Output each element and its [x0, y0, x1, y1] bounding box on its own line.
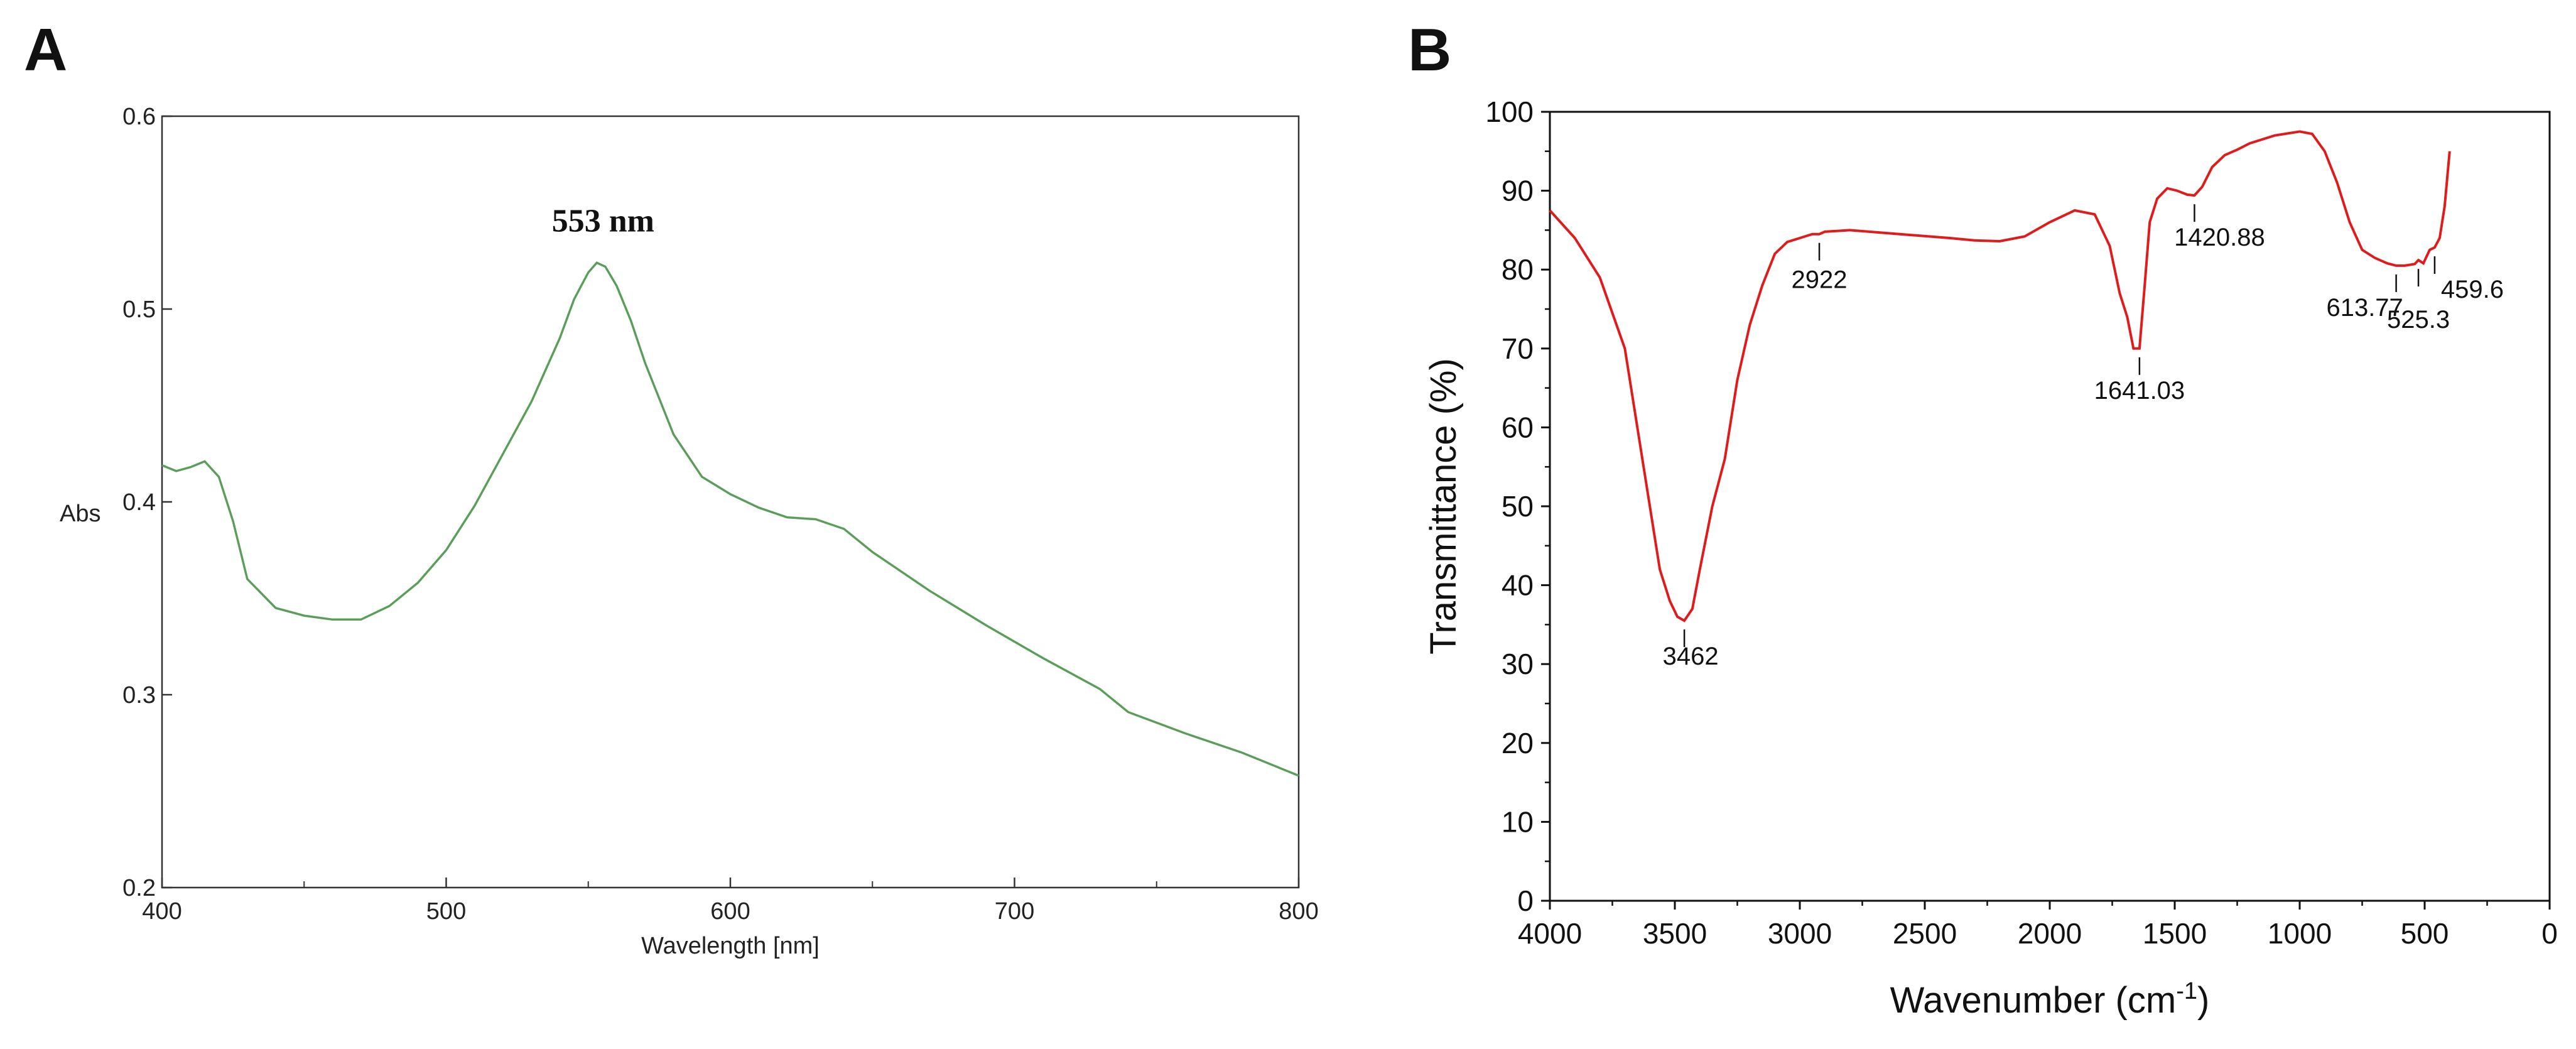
y-tick-label-b: 90: [1502, 175, 1534, 207]
x-axis-title-b: Wavenumber (cm-1): [1890, 978, 2210, 1021]
plot-frame-b: [1549, 111, 2551, 902]
peak-label-b: 2922: [1792, 266, 1848, 294]
y-tick-label-b: 10: [1502, 805, 1534, 838]
x-tick-label-a: 700: [995, 898, 1034, 925]
peak-label-b: 459.6: [2441, 276, 2504, 303]
x-tick-label-b: 1000: [2268, 917, 2332, 950]
transmittance-line: [1549, 130, 2451, 622]
panel-label-b: B: [1408, 16, 1451, 84]
x-axis-ticks-a: 400 500 600 700 800: [142, 878, 1319, 925]
y-tick-label-b: 70: [1502, 332, 1534, 365]
x-tick-label-a: 400: [142, 898, 181, 925]
x-tick-label-b: 0: [2541, 917, 2558, 950]
x-tick-label-b: 3000: [1768, 917, 1832, 950]
y-tick-label-a: 0.5: [122, 296, 156, 323]
peak-label-b: 3462: [1663, 643, 1719, 670]
x-axis-title-b-close: ): [2197, 980, 2209, 1021]
x-tick-label-b: 1500: [2143, 917, 2207, 950]
x-tick-label-a: 600: [710, 898, 750, 925]
y-tick-label-b: 30: [1502, 648, 1534, 680]
x-tick-label-b: 2000: [2018, 917, 2082, 950]
peak-annotation-553: 553 nm: [552, 203, 654, 239]
y-tick-label-b: 50: [1502, 490, 1534, 523]
x-tick-label-a: 500: [426, 898, 466, 925]
x-tick-label-b: 3500: [1643, 917, 1707, 950]
y-tick-label-a: 0.4: [122, 489, 156, 516]
y-tick-label-a: 0.3: [122, 682, 156, 709]
x-tick-label-b: 2500: [1893, 917, 1957, 950]
y-tick-label-b: 20: [1502, 727, 1534, 759]
y-tick-label-b: 40: [1502, 569, 1534, 602]
x-tick-label-b: 4000: [1518, 917, 1582, 950]
uv-vis-chart: 400 500 600 700 800 0.2 0.3 0.4 0.5 0.6 553 nm W…: [60, 104, 1319, 959]
y-tick-label-b: 100: [1485, 95, 1534, 128]
peak-label-b: 525.3: [2387, 306, 2450, 334]
x-axis-title-a: Wavelength [nm]: [641, 933, 820, 959]
peak-label-b: 1420.88: [2174, 224, 2265, 251]
peak-label-b: 1641.03: [2094, 377, 2185, 405]
absorbance-line: [161, 261, 1299, 777]
y-tick-label-a: 0.6: [122, 104, 156, 130]
peak-label-b: 613.77: [2326, 294, 2403, 322]
x-axis-title-b-sup: -1: [2176, 978, 2197, 1004]
panel-label-a: A: [24, 16, 67, 84]
x-tick-label-a: 800: [1279, 898, 1318, 925]
y-tick-label-b: 60: [1502, 411, 1534, 443]
y-axis-title-b: Transmittance (%): [1423, 358, 1464, 655]
y-axis-ticks-b: 0 10 20 30 40 50 60 70 80 90 100: [1485, 95, 1550, 917]
y-tick-label-b: 0: [1517, 884, 1534, 917]
x-axis-ticks-b: 4000 3500 3000 2500 2000 1500 1000 500 0: [1518, 901, 2558, 950]
y-axis-title-a: Abs: [60, 501, 100, 527]
y-tick-label-a: 0.2: [122, 875, 156, 901]
x-tick-label-b: 500: [2401, 917, 2449, 950]
y-axis-ticks-a: 0.2 0.3 0.4 0.5 0.6: [122, 104, 172, 901]
plot-frame-a: [161, 115, 1300, 889]
y-tick-label-b: 80: [1502, 253, 1534, 286]
x-axis-title-b-main: Wavenumber (cm: [1890, 980, 2177, 1021]
ftir-chart: 4000 3500 3000 2500 2000 1500 1000 500 0 0 10 20 30…: [1423, 95, 2558, 1021]
